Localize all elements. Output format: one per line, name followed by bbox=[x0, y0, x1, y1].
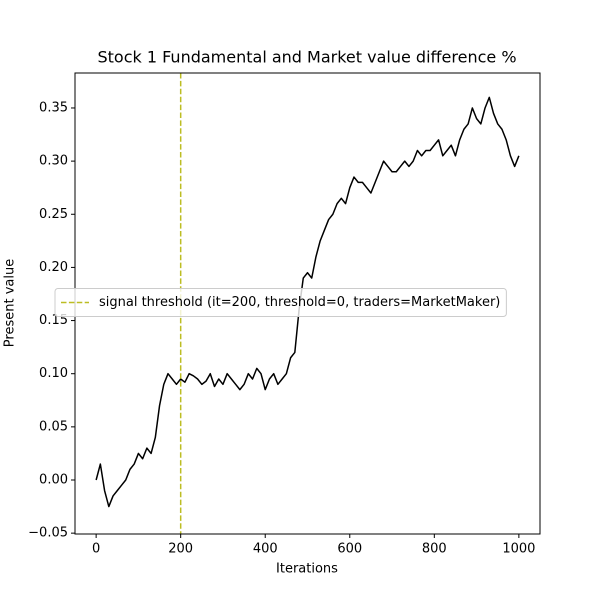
x-tick-label: 600 bbox=[337, 542, 362, 557]
x-tick-label: 400 bbox=[253, 542, 278, 557]
x-axis-label: Iterations bbox=[276, 562, 338, 577]
data-line bbox=[95, 96, 520, 508]
x-tick-label: 800 bbox=[422, 542, 447, 557]
x-tick-label: 0 bbox=[92, 542, 100, 557]
y-tick-label: 0.05 bbox=[39, 419, 68, 434]
y-axis-label: Present value bbox=[3, 259, 18, 347]
x-tick-label: 200 bbox=[168, 542, 193, 557]
y-tick-label: 0.35 bbox=[39, 100, 68, 115]
x-tick-label: 1000 bbox=[502, 542, 535, 557]
y-tick-label: 0.20 bbox=[39, 260, 68, 275]
legend-label: signal threshold (it=200, threshold=0, t… bbox=[99, 295, 500, 310]
y-tick-label: 0.30 bbox=[39, 154, 68, 169]
y-tick-label: 0.00 bbox=[39, 473, 68, 488]
chart-title: Stock 1 Fundamental and Market value dif… bbox=[97, 48, 516, 67]
y-tick-label: 0.10 bbox=[39, 366, 68, 381]
y-tick-label: 0.25 bbox=[39, 207, 68, 222]
y-tick-label: −0.05 bbox=[28, 526, 68, 541]
legend-box bbox=[54, 288, 507, 317]
